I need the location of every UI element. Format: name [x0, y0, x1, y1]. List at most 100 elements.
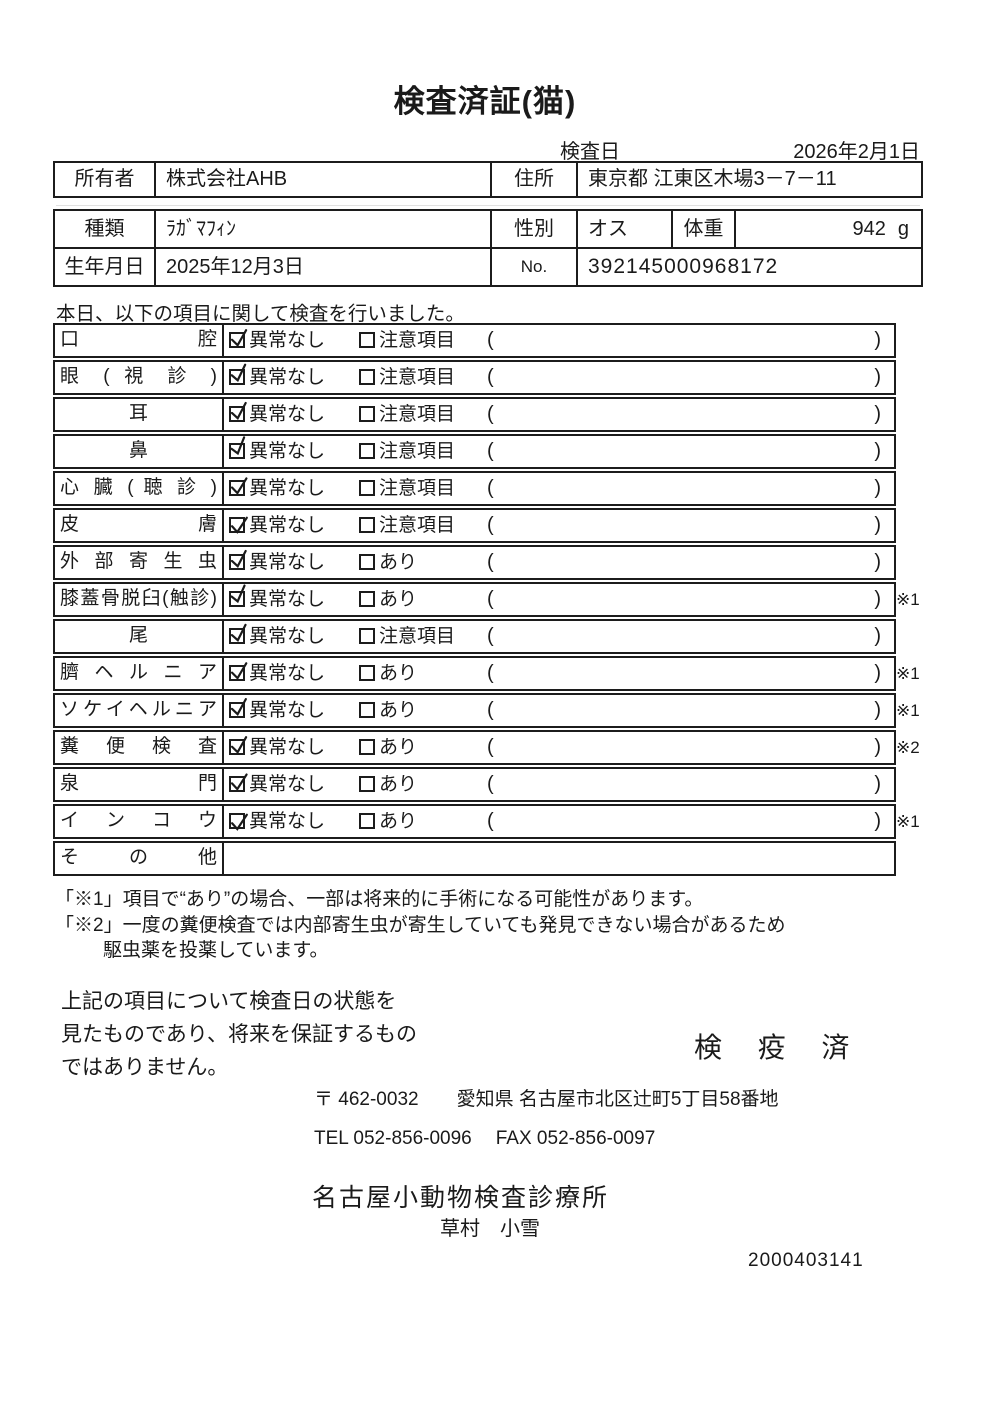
footnote-2-continued: 駆虫薬を投薬しています。	[103, 940, 329, 961]
exam-row: 膝蓋骨脱臼(触診) 異常なし あり () ※1	[53, 582, 920, 617]
exam-result-cell: 異常なし あり ()	[224, 658, 894, 689]
exam-result-cell: 異常なし 注意項目 ()	[224, 510, 894, 541]
checkbox-attention	[359, 702, 375, 718]
exam-result-cell	[224, 843, 894, 874]
option-label-attention: 注意項目	[379, 404, 456, 425]
check-mark	[230, 584, 246, 604]
quarantine-stamp: 検 疫 済	[694, 1032, 864, 1063]
checkbox-no-abnormality	[229, 584, 246, 607]
exam-row: 臍 ヘ ル ニ ア 異常なし あり () ※1	[53, 656, 920, 691]
footnote-1: 「※1」項目で“あり”の場合、一部は将来的に手術になる可能性があります。	[55, 889, 704, 910]
checkbox-no-abnormality	[229, 329, 248, 348]
paren-open: (	[487, 366, 494, 388]
exam-row: 眼 ( 視 診 ) 異常なし 注意項目 ()	[53, 360, 896, 395]
row-footnote-marker: ※1	[896, 663, 920, 683]
birth-label: 生年月日	[55, 249, 156, 285]
row-footnote-marker: ※1	[896, 811, 920, 831]
row-footnote-marker: ※1	[896, 589, 920, 609]
weight-label: 体重	[673, 211, 736, 247]
checkbox-attention	[359, 517, 375, 533]
exam-result-cell: 異常なし あり ()	[224, 806, 894, 837]
check-mark	[230, 549, 247, 569]
option-label-no-abnormality: 異常なし	[249, 552, 326, 573]
checkbox-no-abnormality	[229, 662, 248, 681]
option-label-attention: あり	[379, 737, 418, 758]
exam-result-cell: 異常なし 注意項目 ()	[224, 436, 894, 467]
weight-unit: g	[897, 218, 909, 240]
exam-row: 泉 門 異常なし あり ()	[53, 767, 896, 802]
paren-close: )	[874, 477, 881, 499]
exam-result-cell: 異常なし あり ()	[224, 547, 894, 578]
option-label-no-abnormality: 異常なし	[249, 663, 326, 684]
check-mark	[230, 436, 246, 456]
exam-item-label: イ ン コ ウ	[55, 806, 224, 837]
clinic-fax: FAX 052-856-0097	[495, 1128, 656, 1149]
page-title: 検査済証(猫)	[393, 84, 577, 119]
option-label-attention: あり	[379, 589, 418, 610]
clinic-tel-line: TEL 052-856-0096 FAX 052-856-0097	[314, 1128, 655, 1150]
option-label-attention: 注意項目	[379, 330, 456, 351]
exam-item-label: 耳	[55, 399, 224, 430]
exam-result-cell: 異常なし 注意項目 ()	[224, 399, 894, 430]
exam-result-cell: 異常なし あり ()	[224, 695, 894, 726]
exam-result-cell: 異常なし 注意項目 ()	[224, 362, 894, 393]
paren-open: (	[487, 329, 494, 351]
exam-date-label: 検査日	[560, 141, 620, 163]
checkbox-no-abnormality	[229, 736, 248, 755]
no-label: No.	[492, 249, 578, 285]
check-mark	[230, 363, 247, 383]
no-value: 392145000968172	[588, 255, 779, 278]
owner-name: 株式会社AHB	[156, 163, 492, 196]
option-label-attention: 注意項目	[379, 367, 456, 388]
checkbox-attention	[359, 591, 375, 607]
disclaimer-statement: 上記の項目について検査日の状態を 見たものであり、将来を保証するもの ではありま…	[61, 985, 417, 1084]
checkbox-attention	[359, 480, 375, 496]
exam-item-label: 皮 膚	[55, 510, 224, 541]
paren-close: )	[874, 514, 881, 536]
checkbox-no-abnormality	[229, 477, 248, 496]
option-label-no-abnormality: 異常なし	[249, 478, 326, 499]
paren-close: )	[874, 662, 881, 684]
paren-open: (	[487, 588, 494, 610]
paren-close: )	[874, 699, 881, 721]
option-label-attention: 注意項目	[379, 626, 456, 647]
animal-row-2: 生年月日 2025年12月3日 No. 392145000968172	[55, 249, 921, 285]
checkbox-no-abnormality	[229, 697, 247, 718]
exam-item-label: 鼻	[55, 436, 224, 467]
checkbox-attention	[359, 443, 375, 459]
exam-item-label: 膝蓋骨脱臼(触診)	[55, 584, 224, 615]
checkbox-no-abnormality	[229, 623, 247, 644]
animal-table: 種類 ﾗｶﾞﾏﾌｨﾝ 性別 オス 体重 942 g 生年月日 2025年12月3日…	[53, 209, 923, 287]
breed-value: ﾗｶﾞﾏﾌｨﾝ	[156, 211, 492, 247]
checkbox-attention	[359, 776, 375, 792]
checkbox-no-abnormality	[229, 516, 248, 534]
check-mark	[230, 773, 248, 791]
option-label-attention: 注意項目	[379, 478, 456, 499]
exam-row: 尾 異常なし 注意項目 ()	[53, 619, 896, 654]
exam-item-label: 尾	[55, 621, 224, 652]
disclaimer-line-2: 見たものであり、将来を保証するもの	[61, 1023, 417, 1046]
exam-date-value: 2026年2月1日	[793, 141, 920, 163]
exam-result-cell: 異常なし あり ()	[224, 769, 894, 800]
veterinarian-name: 草村 小雪	[440, 1218, 540, 1240]
checkbox-no-abnormality	[229, 549, 247, 570]
exam-row: 心 臓 ( 聴 診 ) 異常なし 注意項目 ()	[53, 471, 896, 506]
checkbox-attention	[359, 628, 375, 644]
exam-row: そ の 他	[53, 841, 896, 876]
disclaimer-line-1: 上記の項目について検査日の状態を	[61, 990, 397, 1013]
intro-text: 本日、以下の項目に関して検査を行いました。	[56, 303, 465, 325]
exam-result-cell: 異常なし 注意項目 ()	[224, 621, 894, 652]
exam-table: 口 腔異常なし 注意項目() 眼 ( 視 診 ) 異常なし 注意項目() 耳異常なし 注意項…	[53, 323, 920, 878]
exam-item-label: 泉 門	[55, 769, 224, 800]
paren-close: )	[874, 625, 881, 647]
option-label-attention: 注意項目	[379, 515, 456, 536]
animal-row-1: 種類 ﾗｶﾞﾏﾌｨﾝ 性別 オス 体重 942 g	[55, 211, 921, 249]
exam-result-cell: 異常なし 注意項目 ()	[224, 325, 894, 356]
owner-address: 東京都 江東区木場3－7－11	[588, 168, 837, 190]
option-label-attention: 注意項目	[379, 441, 456, 462]
owner-table: 所有者 株式会社AHB 住所 東京都 江東区木場3－7－11	[53, 161, 923, 198]
checkbox-no-abnormality	[229, 401, 247, 422]
paren-open: (	[487, 477, 494, 499]
footnote-2: 「※2」一度の糞便検査では内部寄生虫が寄生していても発見できない場合があるため	[55, 915, 786, 936]
exam-item-label: 糞 便 検 査	[55, 732, 224, 763]
